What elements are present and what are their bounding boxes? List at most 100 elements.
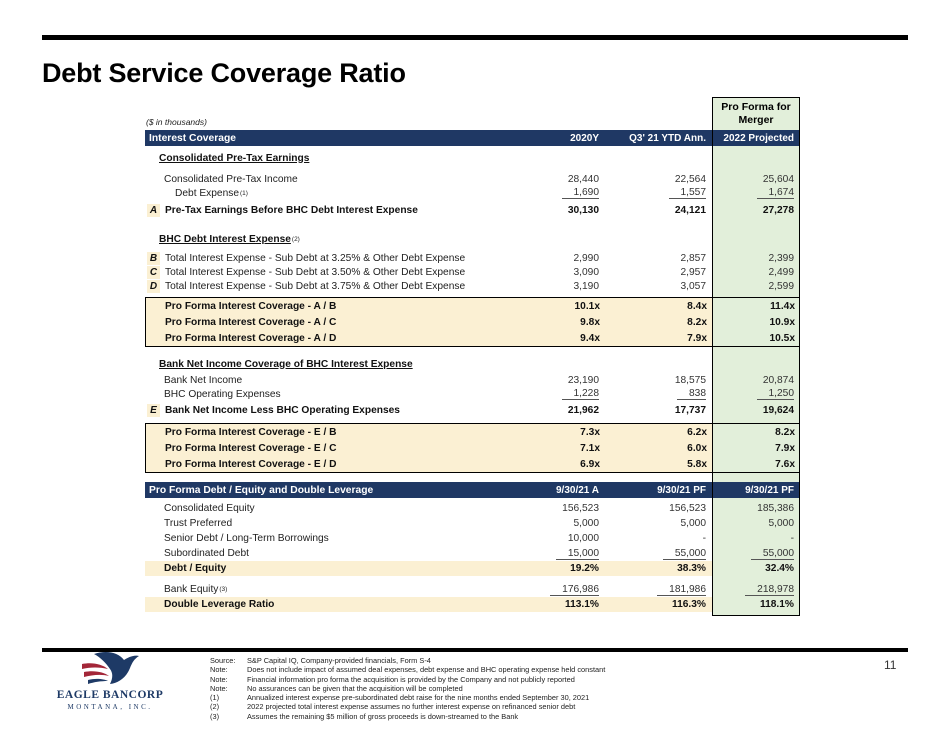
- row-letter-b: B: [147, 251, 160, 265]
- row-subordinated-debt: Subordinated Debt 15,000 55,000 55,000: [145, 546, 800, 561]
- cell-q3-ytd: 8.2x: [606, 314, 713, 330]
- cell-q3-ytd: 2,957: [680, 266, 707, 278]
- cell-q3-ytd: 838: [605, 387, 712, 401]
- row-debt-equity-ratio: Debt / Equity 19.2% 38.3% 32.4%: [145, 561, 800, 576]
- pro-forma-header-line2: Merger: [738, 114, 774, 126]
- bottom-rule: [42, 648, 908, 652]
- footnote-ref: (3): [219, 586, 228, 593]
- cell-2022: 7.6x: [775, 458, 795, 470]
- table1-col-2020y: 2020Y: [570, 132, 599, 144]
- cell-q3-ytd: 22,564: [674, 173, 706, 185]
- row-label: Debt / Equity: [164, 563, 227, 574]
- pro-forma-coverage-box-e: Pro Forma Interest Coverage - E / B 7.3x…: [145, 423, 800, 473]
- cell-2020y: 21,962: [567, 405, 599, 416]
- row-bank-net-income-less-opex: E Bank Net Income Less BHC Operating Expe…: [145, 403, 800, 418]
- cell-q3-ytd: 24,121: [674, 205, 706, 216]
- financial-tables: Pro Forma for Merger ($ in thousands) In…: [145, 97, 800, 627]
- footnote-1: (1) Annualized interest expense pre-subo…: [210, 693, 590, 703]
- row-coverage-e-b: Pro Forma Interest Coverage - E / B 7.3x…: [146, 424, 799, 440]
- cell-q3-ytd: 2,857: [680, 252, 707, 264]
- section-bhc-debt-interest-expense: BHC Debt Interest Expense (2): [145, 232, 800, 246]
- table2-col-9-30-21-pf: 9/30/21 PF: [657, 484, 706, 496]
- row-label: Debt Expense: [175, 187, 239, 199]
- footnotes: Source: S&P Capital IQ, Company-provided…: [210, 656, 605, 721]
- cell-2022: 2,399: [768, 252, 795, 264]
- cell-2020y: 3,190: [573, 280, 600, 292]
- row-coverage-a-b: Pro Forma Interest Coverage - A / B 10.1…: [146, 298, 799, 314]
- company-logo: EAGLE BANCORP MONTANA, INC.: [50, 650, 170, 711]
- row-sub-debt-325: B Total Interest Expense - Sub Debt at 3.…: [145, 251, 800, 265]
- row-label: Consolidated Equity: [164, 503, 255, 514]
- cell-9-30-21-pf: 156,523: [669, 503, 706, 514]
- row-senior-debt: Senior Debt / Long-Term Borrowings 10,00…: [145, 531, 800, 546]
- eagle-icon: [82, 652, 139, 684]
- cell-9-30-21-pf-merger: 32.4%: [765, 563, 794, 574]
- row-letter-a: A: [147, 204, 160, 217]
- section-bank-net-income-coverage: Bank Net Income Coverage of BHC Interest…: [145, 357, 800, 371]
- row-label: Senior Debt / Long-Term Borrowings: [164, 533, 329, 544]
- cell-9-30-21-pf: 181,986: [605, 582, 712, 597]
- row-double-leverage-ratio: Double Leverage Ratio 113.1% 116.3% 118.…: [145, 597, 800, 612]
- cell-9-30-21-pf-merger: 118.1%: [760, 599, 794, 610]
- row-label: Total Interest Expense - Sub Debt at 3.7…: [165, 280, 466, 292]
- row-label: Pro Forma Interest Coverage - E / D: [165, 458, 337, 470]
- cell-9-30-21-a: 5,000: [573, 518, 600, 529]
- row-label: Consolidated Pre-Tax Income: [164, 173, 298, 185]
- row-debt-expense: Debt Expense (1) 1,690 1,557 1,674: [145, 186, 800, 200]
- cell-9-30-21-pf-merger: 55,000: [712, 546, 800, 561]
- row-label: Total Interest Expense - Sub Debt at 3.2…: [165, 252, 466, 264]
- row-label: Subordinated Debt: [164, 548, 249, 559]
- table1-title: Interest Coverage: [149, 132, 236, 144]
- row-coverage-a-c: Pro Forma Interest Coverage - A / C 9.8x…: [146, 314, 799, 330]
- cell-2022: 11.4x: [770, 300, 795, 312]
- row-letter-e: E: [147, 404, 160, 417]
- cell-9-30-21-pf: 38.3%: [605, 561, 712, 576]
- row-label: Trust Preferred: [164, 518, 233, 529]
- interest-coverage-header-row: Interest Coverage 2020Y Q3' 21 YTD Ann. …: [145, 130, 800, 146]
- pro-forma-coverage-box-a: Pro Forma Interest Coverage - A / B 10.1…: [145, 297, 800, 347]
- row-pretax-earnings-total: A Pre-Tax Earnings Before BHC Debt Intere…: [145, 203, 800, 218]
- cell-9-30-21-pf-merger: 185,386: [757, 503, 794, 514]
- row-label: Bank Equity: [164, 584, 219, 595]
- row-label: Pro Forma Interest Coverage - E / C: [165, 442, 337, 454]
- row-label: Pro Forma Interest Coverage - A / B: [165, 300, 337, 312]
- cell-9-30-21-a: 10,000: [567, 533, 599, 544]
- row-coverage-e-d: Pro Forma Interest Coverage - E / D 6.9x…: [146, 456, 799, 472]
- cell-q3-ytd: 1,557: [605, 186, 712, 200]
- cell-2020y: 7.1x: [491, 440, 606, 456]
- cell-2020y: 1,228: [490, 387, 605, 401]
- cell-9-30-21-a: 15,000: [490, 546, 605, 561]
- row-label: Bank Net Income: [164, 374, 243, 386]
- cell-q3-ytd: 6.0x: [606, 440, 713, 456]
- cell-2020y: 30,130: [567, 205, 599, 216]
- table2-title: Pro Forma Debt / Equity and Double Lever…: [149, 484, 374, 496]
- cell-2020y: 9.8x: [491, 314, 606, 330]
- cell-9-30-21-a: 113.1%: [490, 597, 605, 612]
- cell-q3-ytd: 17,737: [674, 405, 706, 416]
- row-coverage-e-c: Pro Forma Interest Coverage - E / C 7.1x…: [146, 440, 799, 456]
- cell-q3-ytd: 5.8x: [606, 456, 713, 472]
- cell-2022: 10.9x: [769, 316, 796, 328]
- table2-col-9-30-21-pf-merger: 9/30/21 PF: [745, 484, 794, 496]
- row-letter-d: D: [147, 279, 160, 293]
- row-coverage-a-d: Pro Forma Interest Coverage - A / D 9.4x…: [146, 330, 799, 346]
- row-label: Pre-Tax Earnings Before BHC Debt Interes…: [165, 205, 418, 216]
- cell-9-30-21-pf-merger: -: [790, 533, 794, 544]
- cell-2020y: 28,440: [567, 173, 599, 185]
- slide-title: Debt Service Coverage Ratio: [42, 58, 406, 88]
- footnote-3: (3) Assumes the remaining $5 million of …: [210, 711, 519, 721]
- table1-col-2022-projected: 2022 Projected: [723, 132, 794, 144]
- units-note: ($ in thousands): [146, 117, 207, 127]
- cell-2022: 8.2x: [775, 426, 795, 438]
- table1-col-q3-ytd: Q3' 21 YTD Ann.: [629, 132, 706, 144]
- cell-2022: 1,674: [712, 186, 800, 200]
- row-trust-preferred: Trust Preferred 5,000 5,000 5,000: [145, 516, 800, 531]
- cell-2022: 27,278: [762, 205, 794, 216]
- row-label: Total Interest Expense - Sub Debt at 3.5…: [165, 266, 466, 278]
- cell-9-30-21-a: 176,986: [490, 582, 605, 597]
- pro-forma-column-header: Pro Forma for Merger: [712, 98, 800, 130]
- section-consolidated-pretax-earnings: Consolidated Pre-Tax Earnings: [145, 151, 800, 165]
- cell-2020y: 6.9x: [491, 456, 606, 472]
- row-label: Pro Forma Interest Coverage - A / D: [165, 332, 337, 344]
